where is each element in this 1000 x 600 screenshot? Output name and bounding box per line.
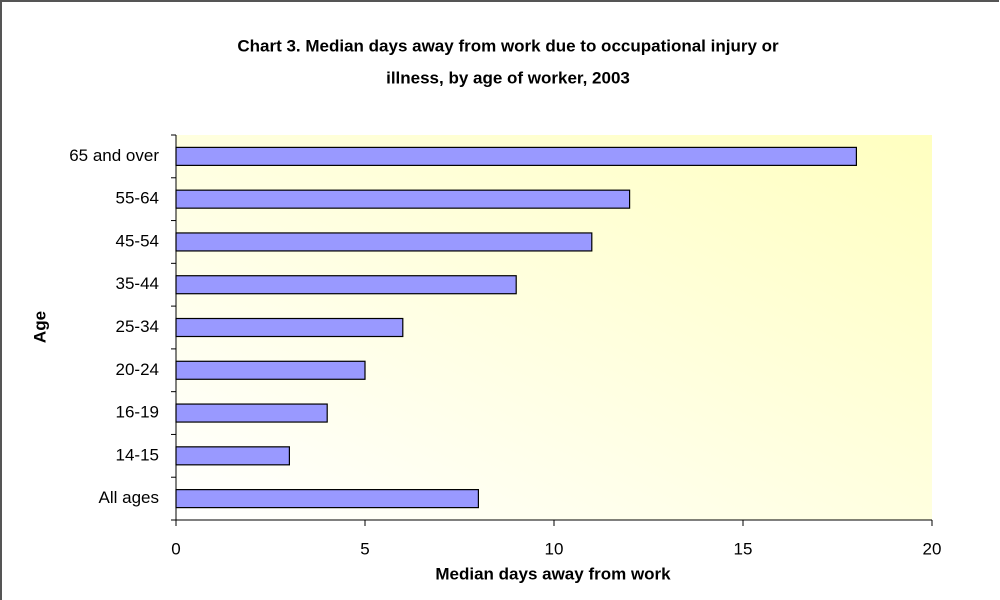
y-tick-label: 25-34 — [116, 317, 159, 336]
bar — [175, 360, 366, 380]
bar — [175, 146, 858, 166]
y-tick-label: 65 and over — [69, 146, 159, 165]
y-axis-label: Age — [30, 311, 49, 343]
x-axis-label: Median days away from work — [435, 564, 671, 583]
bar — [175, 317, 404, 338]
chart-title: illness, by age of worker, 2003 — [386, 68, 630, 87]
y-tick-label: 20-24 — [116, 360, 159, 379]
x-tick-label: 0 — [171, 539, 180, 558]
bar — [175, 403, 328, 423]
y-tick-label: 14-15 — [116, 445, 159, 464]
x-tick-label: 15 — [734, 539, 753, 558]
chart-title: Chart 3. Median days away from work due … — [237, 36, 779, 55]
y-tick-label: 16-19 — [116, 403, 159, 422]
y-tick-label: 35-44 — [116, 274, 159, 293]
x-tick-label: 10 — [545, 539, 564, 558]
bar — [175, 489, 479, 509]
y-tick-label: 55-64 — [116, 189, 159, 208]
x-tick-label: 20 — [923, 539, 942, 558]
bar — [175, 189, 631, 209]
y-tick-label: 45-54 — [116, 231, 159, 250]
bar — [175, 232, 593, 252]
y-tick-label: All ages — [99, 488, 159, 507]
bar — [175, 446, 291, 466]
x-tick-label: 5 — [360, 539, 369, 558]
bar — [175, 275, 517, 295]
